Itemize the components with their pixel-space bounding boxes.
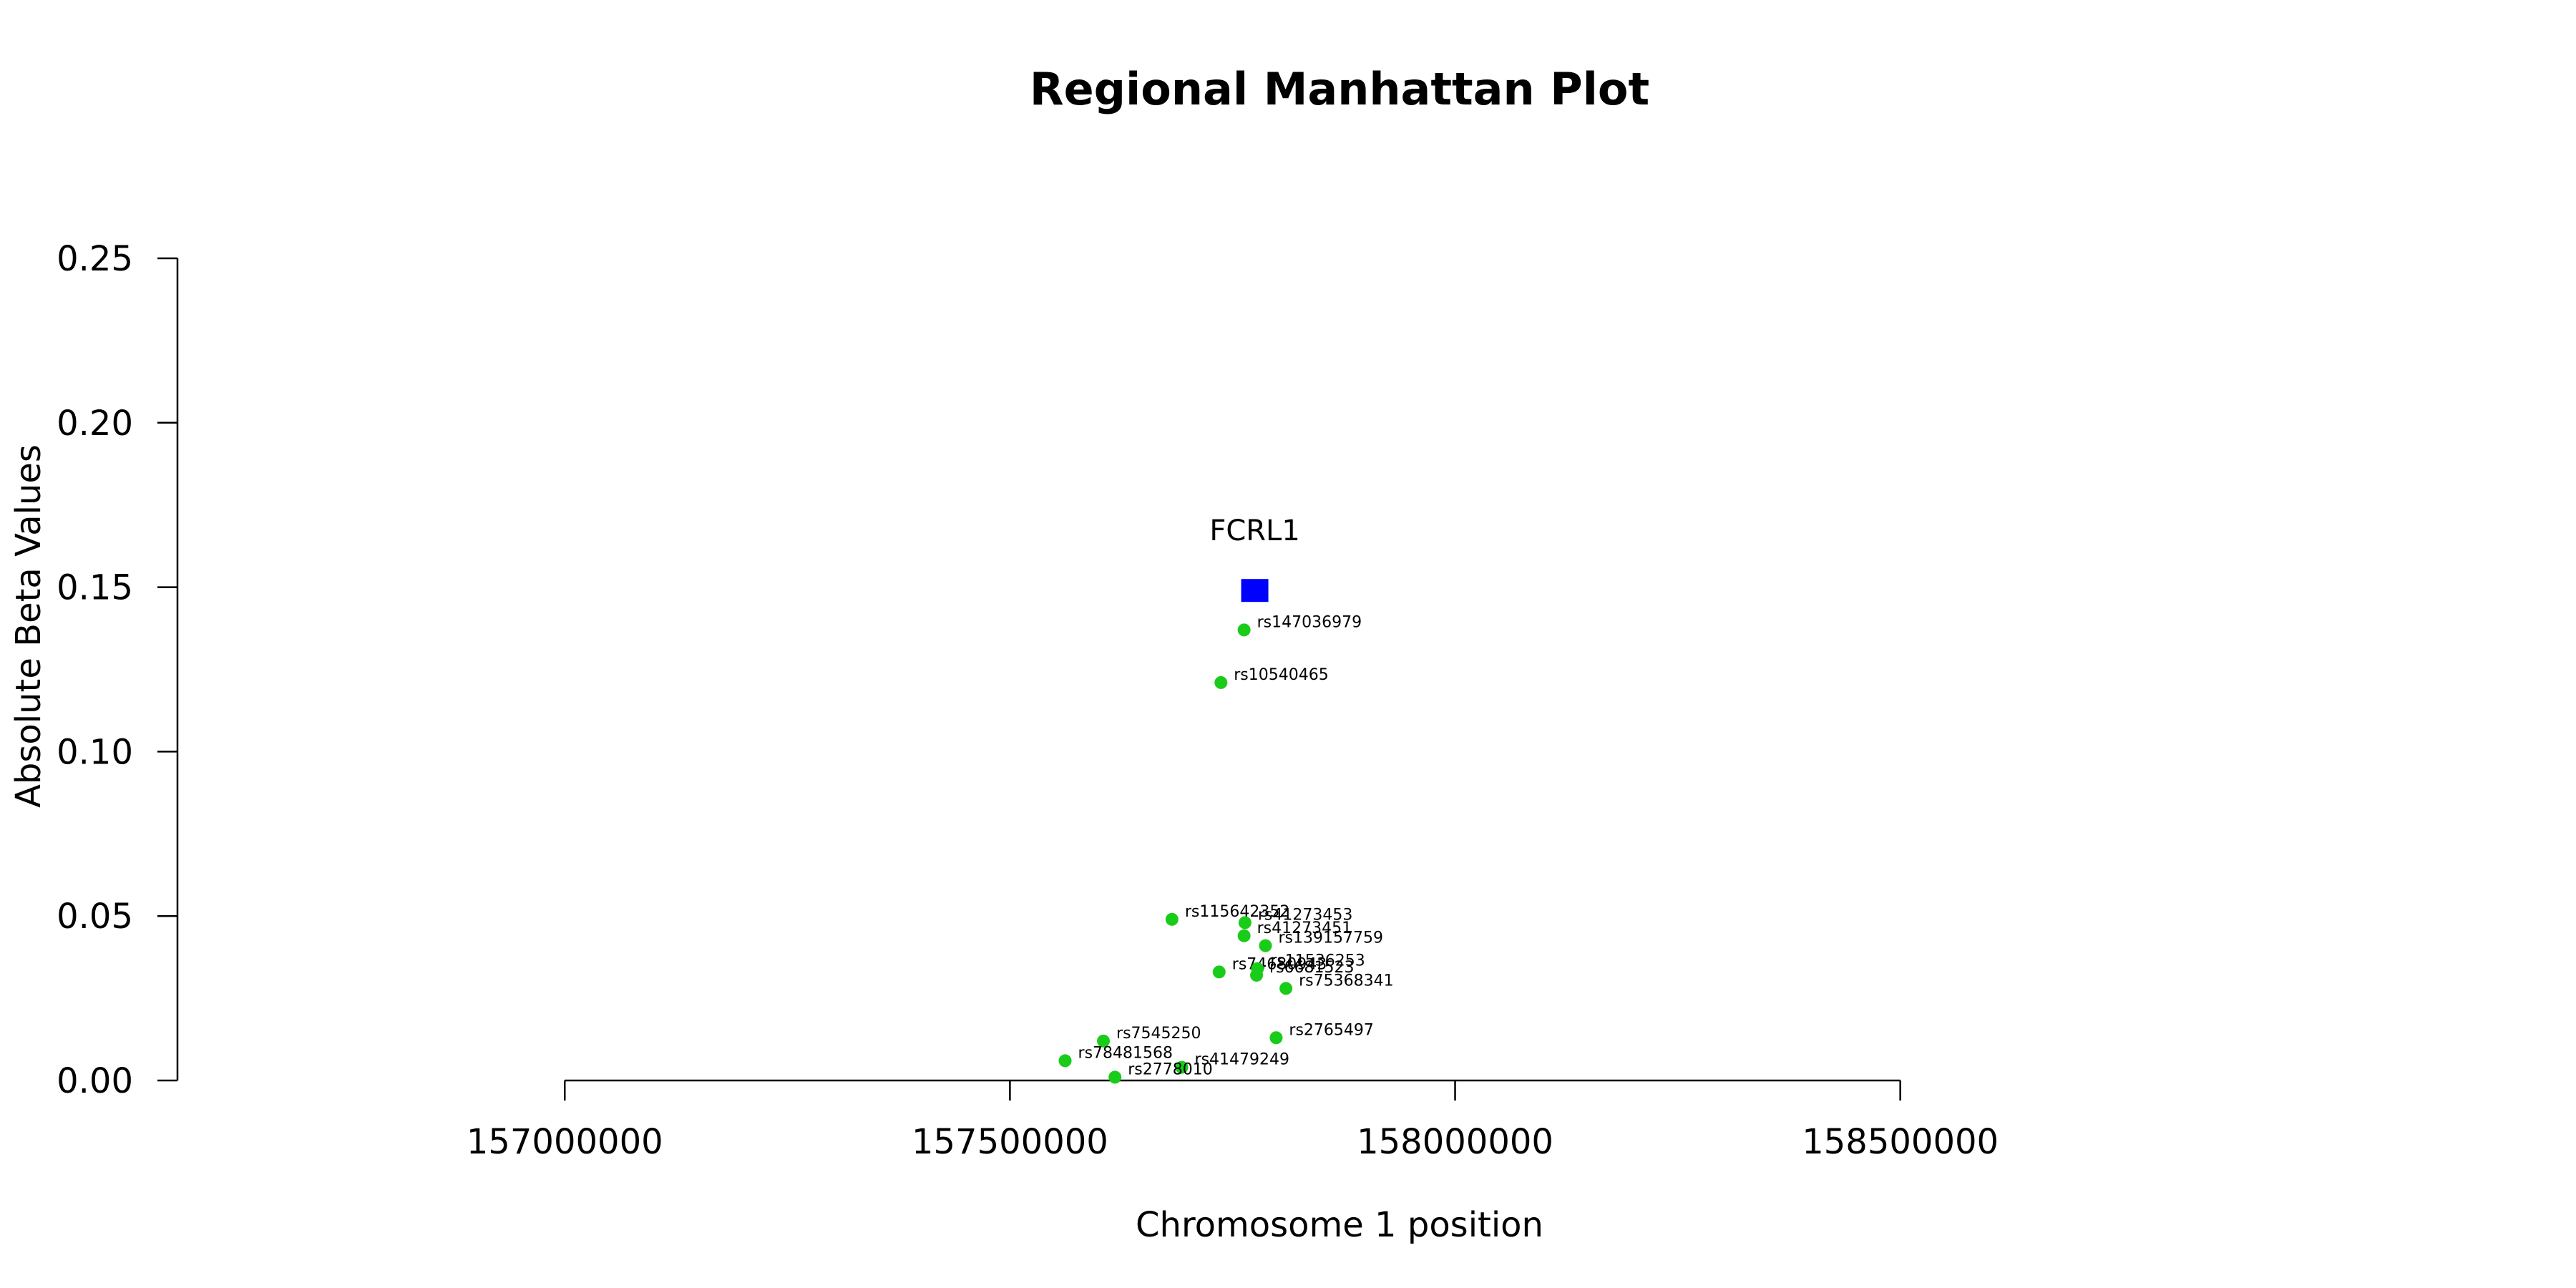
snp-point [1212,965,1226,979]
snp-point [1259,939,1272,952]
snp-label: rs6681523 [1269,959,1355,977]
x-tick-label: 158500000 [1802,1122,1999,1162]
snp-point [1237,929,1251,942]
snp-point [1097,1034,1111,1048]
snp-label: rs74680943 [1232,955,1327,973]
snp-point [1108,1070,1122,1084]
snp-label: rs147036979 [1257,613,1362,631]
snp-point [1214,675,1228,689]
snp-point [1165,912,1179,926]
snp-label: rs41273453 [1258,906,1352,924]
snp-point [1250,968,1264,982]
snp-point [1269,1031,1283,1045]
snp-label: rs10540465 [1234,666,1328,684]
gene-label: FCRL1 [1209,514,1299,547]
snp-label: rs75368341 [1299,972,1393,990]
x-tick-label: 158000000 [1357,1122,1553,1162]
y-tick-label: 0.20 [57,404,133,444]
y-tick-label: 0.10 [57,732,133,772]
x-tick-label: 157500000 [912,1122,1108,1162]
snp-label: rs2765497 [1289,1021,1374,1039]
snp-point [1058,1054,1072,1068]
snp-point [1279,982,1293,995]
x-axis: 157000000 157500000 158000000 158500000 [467,1079,1999,1162]
snp-label: rs7545250 [1116,1025,1201,1043]
snp-label: rs78481568 [1078,1044,1173,1062]
y-axis-title: Absolute Beta Values [9,444,49,808]
snp-point [1238,916,1252,930]
snp-label: rs11536253 [1270,952,1365,970]
y-tick-label: 0.15 [57,568,133,608]
y-axis: 0.00 0.05 0.10 0.15 0.20 0.25 [57,239,179,1101]
y-tick-label: 0.05 [57,897,133,937]
snp-label: rs41479249 [1195,1051,1289,1069]
snp-label: rs2778010 [1128,1060,1213,1078]
snp-point [1175,1060,1189,1074]
gene-marker [1241,579,1269,602]
data-points: rs147036979 rs10540465 rs115642352rs412734… [1058,514,1394,1084]
snp-point [1237,623,1251,637]
x-axis-title: Chromosome 1 position [1136,1205,1543,1245]
y-tick-label: 0.25 [57,239,133,279]
x-tick-label: 157000000 [467,1122,663,1162]
y-tick-label: 0.00 [57,1061,133,1101]
snp-label: rs41273451 [1257,919,1352,937]
snp-label: rs115642352 [1185,903,1289,921]
snp-label: rs139157759 [1278,930,1382,947]
chart-title: Regional Manhattan Plot [1030,63,1649,115]
